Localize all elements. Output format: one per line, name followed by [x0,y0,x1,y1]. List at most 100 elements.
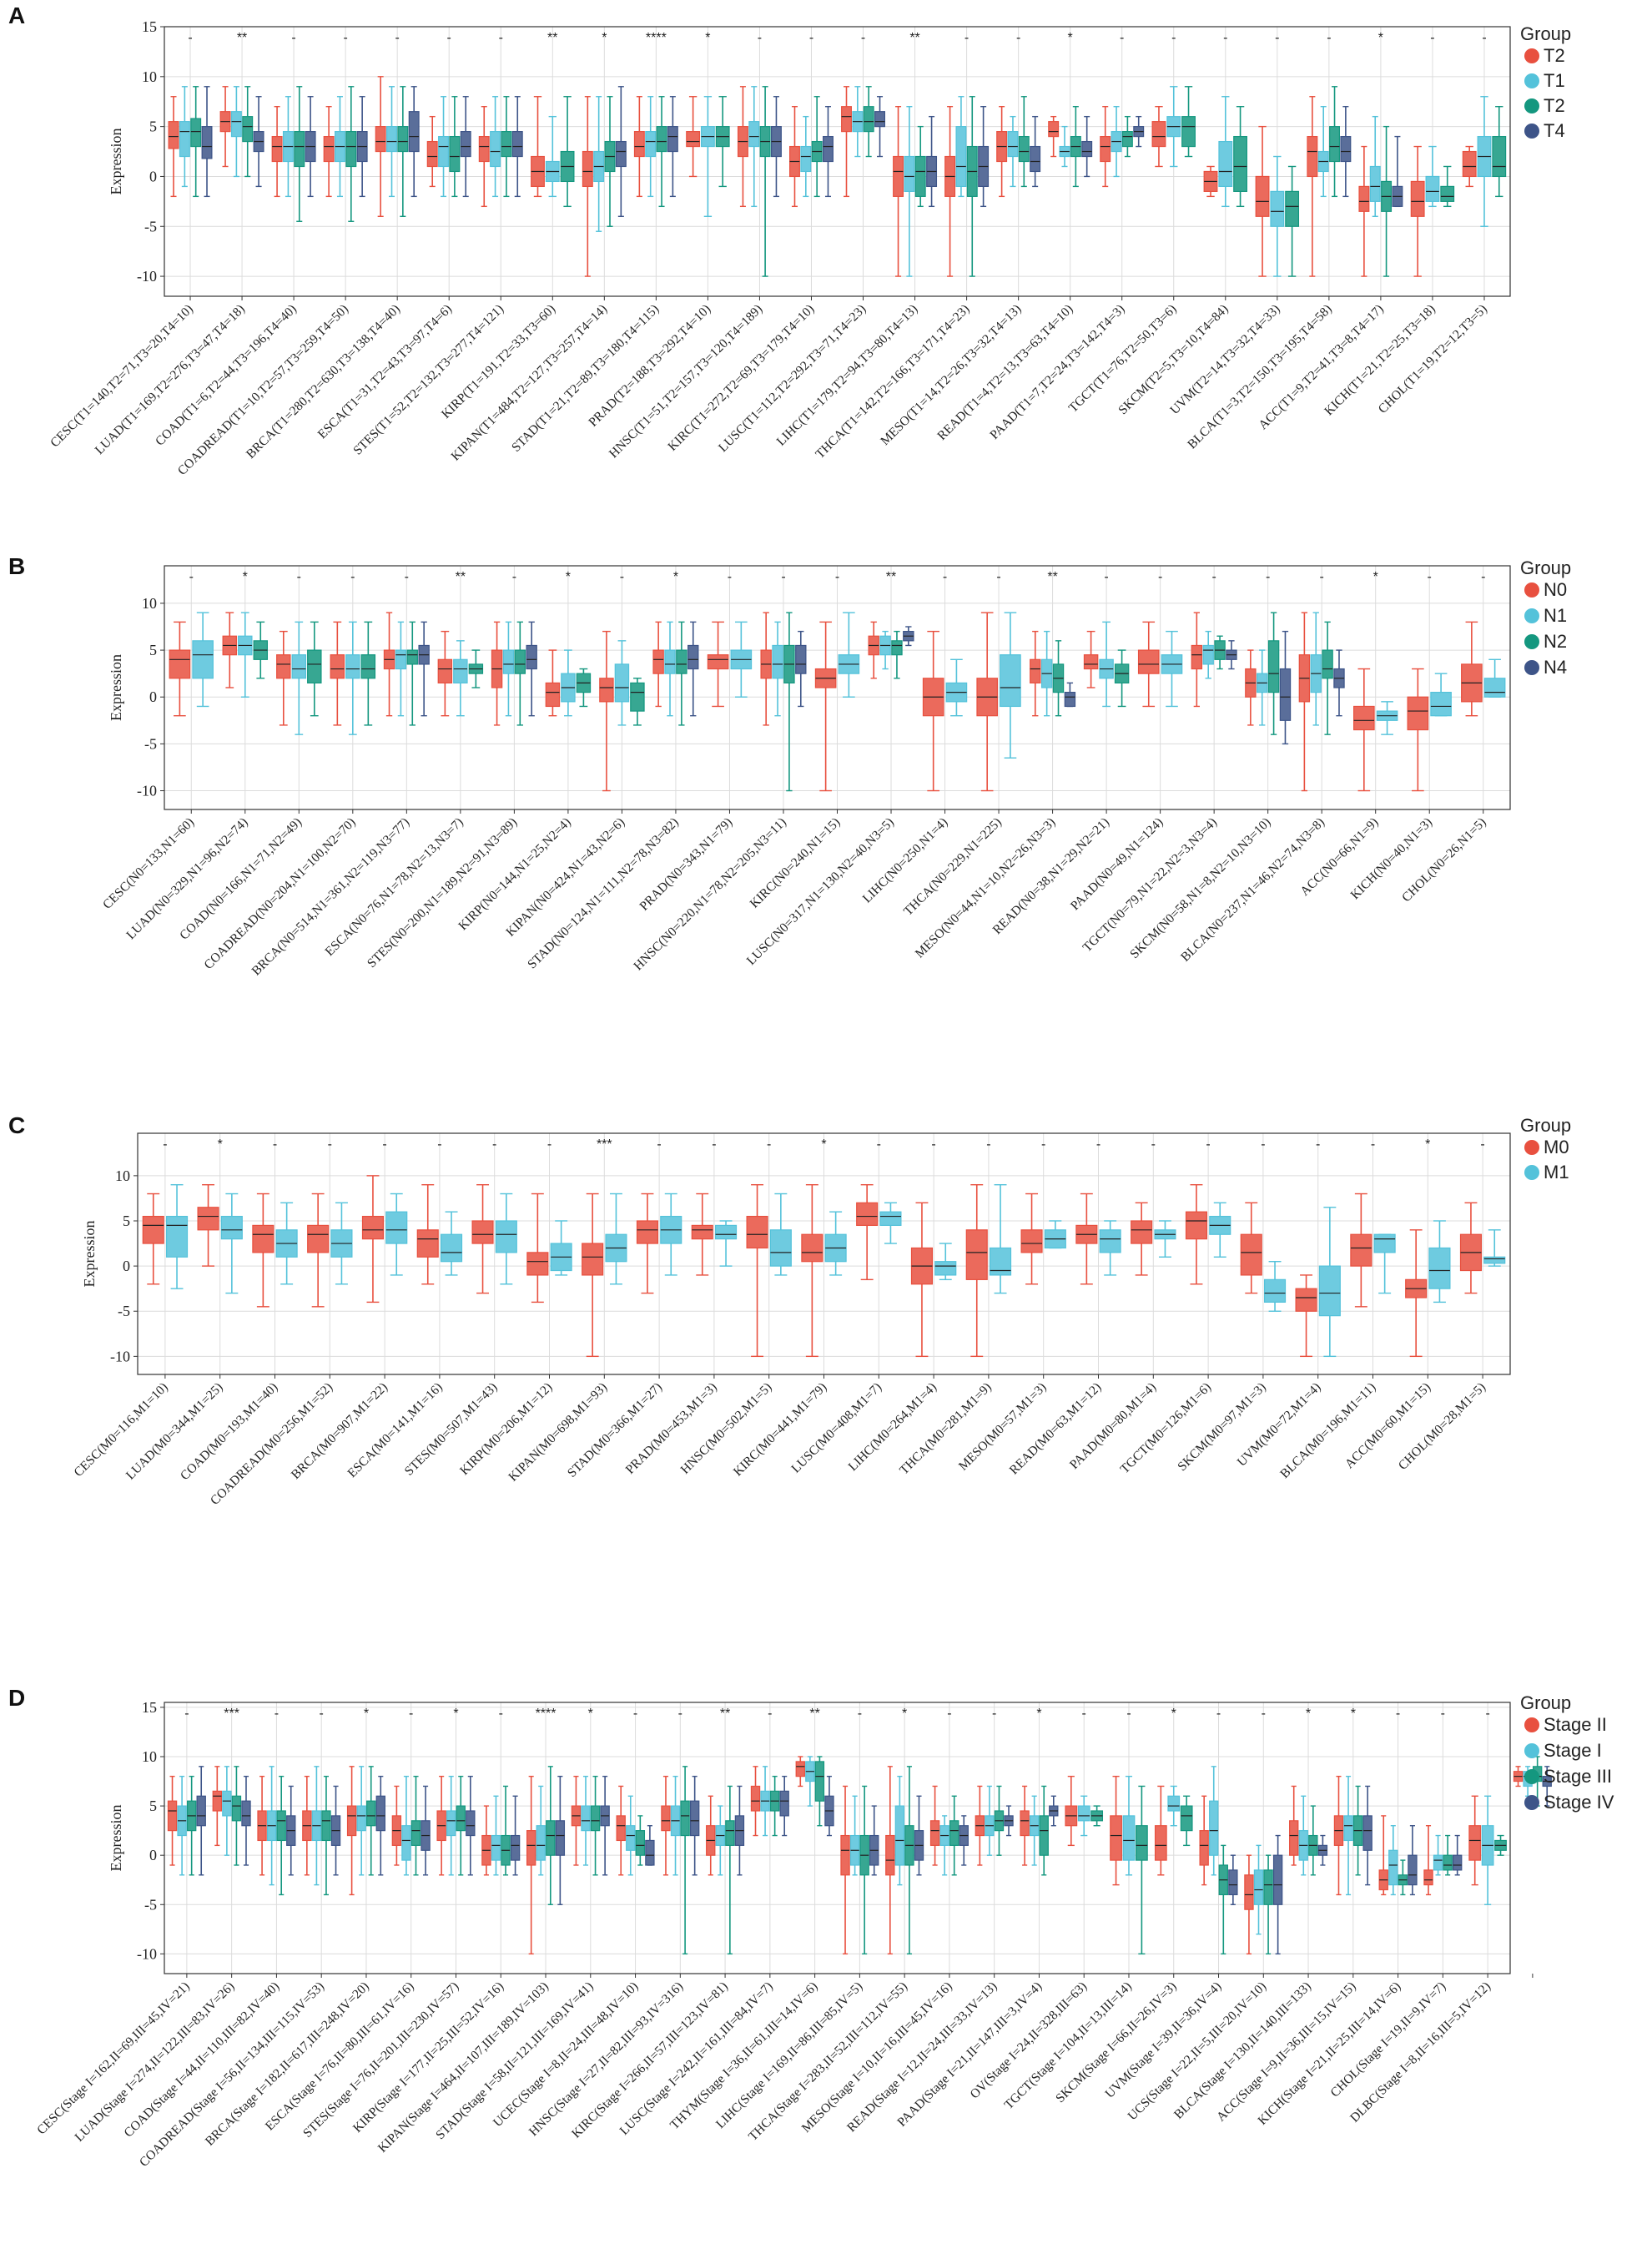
box-Stage I [1298,1795,1308,1876]
panel-letter: B [8,553,25,579]
box-N1 [291,621,307,735]
box-T4 [667,96,678,198]
box-iqr [291,654,307,679]
box-T2 [944,106,956,277]
box-iqr [582,150,593,188]
legend-swatch [1524,1769,1539,1784]
significance-label: - [877,1137,881,1152]
significance-label: - [947,1707,951,1721]
box-N2 [1052,640,1065,717]
significance-label: - [1041,1137,1045,1152]
box-iqr [385,1211,408,1244]
box-N1 [1376,701,1398,735]
y-tick-label: 10 [142,68,157,85]
box-iqr [955,126,967,188]
box-Stage II [1110,1775,1122,1886]
x-tick-label: LUAD(M0=344,M1=25) [123,1380,226,1483]
box-iqr [841,106,852,133]
box-iqr [456,1805,466,1832]
box-iqr [1039,1815,1049,1856]
box-iqr [686,131,701,148]
box-N1 [1202,630,1214,679]
box-N2 [514,621,526,726]
box-M0 [197,1183,219,1267]
box-iqr [656,126,667,153]
box-iqr [748,121,760,148]
box-N1 [730,621,753,698]
box-Stage II [167,1775,178,1866]
significance-label: - [986,1137,990,1152]
box-iqr [478,135,490,163]
box-iqr [1191,644,1203,670]
box-Stage I [715,1805,725,1876]
box-iqr [510,1834,521,1861]
box-iqr [1228,1869,1238,1896]
legend-label: N2 [1544,631,1567,652]
plot-frame [164,1702,1511,1974]
legend-label: T2 [1544,95,1565,116]
box-iqr [779,1790,789,1817]
box-iqr [707,654,729,670]
box-Stage III [1398,1859,1408,1896]
box-N4 [1064,682,1076,708]
significance-label: - [297,570,301,584]
box-iqr [307,649,322,683]
y-tick-label: 15 [142,18,157,35]
box-iqr [616,1815,626,1842]
box-M0 [801,1183,823,1358]
box-iqr [426,140,438,168]
significance-label: - [712,1137,716,1152]
box-Stage III [231,1766,242,1866]
legend-swatch [1524,1717,1539,1732]
box-T4 [978,106,990,208]
box-T2 [1285,165,1300,277]
significance-label: - [781,570,785,584]
significance-label: - [1430,31,1434,45]
significance-label: - [858,1707,862,1721]
x-tick-label: KIRC(M0=441,M1=79) [731,1380,829,1479]
legend-swatch [1524,582,1539,598]
significance-label: - [943,570,947,584]
box-N1 [453,640,468,717]
box-Stage I [311,1766,322,1886]
box-M0 [1350,1193,1372,1308]
box-Stage IV [645,1825,655,1866]
y-tick-label: 0 [149,688,157,705]
box-T2 [531,96,545,198]
significance-label: - [1266,570,1270,584]
box-Stage IV [1049,1795,1059,1827]
box-T4 [305,96,316,198]
box-T1 [490,96,501,198]
box-N0 [814,621,837,792]
significance-label: - [1316,1137,1320,1152]
legend-title: Group [1520,23,1571,44]
box-Stage III [725,1785,735,1955]
box-iqr [1240,1233,1262,1276]
significance-label: - [1216,1707,1221,1721]
y-tick-label: 5 [149,642,157,658]
box-M0 [1405,1229,1428,1358]
box-M1 [1373,1233,1396,1294]
box-iqr [168,121,179,149]
box-iqr [386,126,397,153]
box-iqr [196,1795,206,1827]
box-T4 [1030,115,1041,188]
box-iqr [1430,692,1452,717]
box-iqr [502,649,515,674]
x-tick-label: STAD(Stage I=58,II=121,III=169,IV=41) [433,1979,596,2142]
significance-label: - [320,1707,324,1721]
box-iqr [769,1229,792,1267]
significance-label: - [499,31,503,45]
box-iqr [555,1820,566,1856]
box-Stage I [626,1795,636,1876]
box-Stage IV [959,1815,969,1866]
box-iqr [645,1839,655,1866]
y-tick-label: 0 [149,1847,157,1863]
box-iqr [636,1220,659,1244]
box-iqr [801,1233,823,1263]
box-T2 [449,96,461,198]
box-iqr [397,126,409,153]
box-M0 [307,1193,330,1308]
box-M0 [1459,1202,1483,1294]
box-iqr [856,1202,879,1227]
